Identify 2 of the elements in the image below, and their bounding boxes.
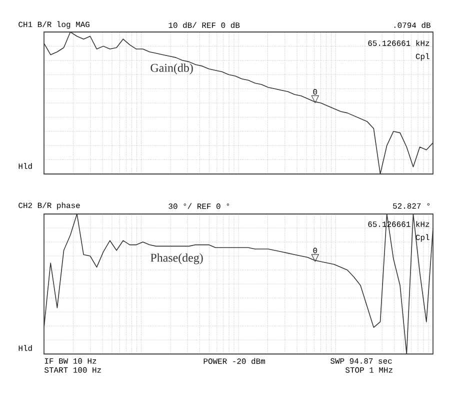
series-label: Gain(db)	[150, 63, 193, 74]
series-label: Phase(deg)	[150, 253, 203, 264]
